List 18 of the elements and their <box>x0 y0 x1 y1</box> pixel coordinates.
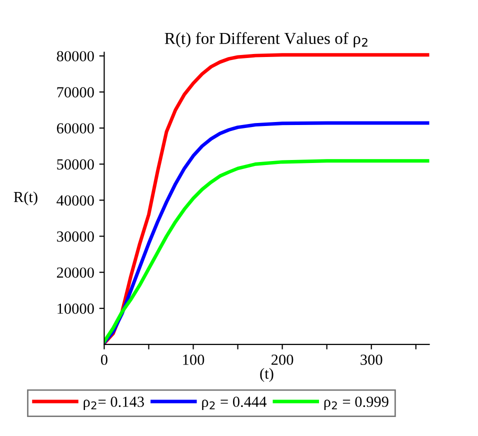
y-axis-title: R(t) <box>14 191 38 206</box>
y-tick-label: 40000 <box>56 195 94 206</box>
y-tick-label: 10000 <box>58 304 94 314</box>
legend-label: ρ$_{2}$ = 0.444 <box>202 396 267 410</box>
y-tick-label: 70000 <box>57 87 94 98</box>
x-axis-title: (t) <box>260 368 274 382</box>
chart-title: R(t) for Different Values of ρ$_{2}$ <box>164 32 368 48</box>
y-tick-label: 60000 <box>56 123 94 134</box>
x-tick-label: 300 <box>360 354 382 365</box>
y-tick-label: 50000 <box>57 159 94 170</box>
y-tick-label: 20000 <box>56 267 94 278</box>
x-tick-label: 100 <box>183 354 204 365</box>
legend-label: ρ$_{2}$= 0.143 <box>84 396 144 410</box>
y-tick-label: 30000 <box>57 231 94 242</box>
x-tick-label: 0 <box>100 354 108 365</box>
legend-label: ρ$_{2}$ = 0.999 <box>324 396 388 410</box>
x-tick-label: 200 <box>272 354 294 365</box>
y-tick-label: 80000 <box>56 51 94 62</box>
